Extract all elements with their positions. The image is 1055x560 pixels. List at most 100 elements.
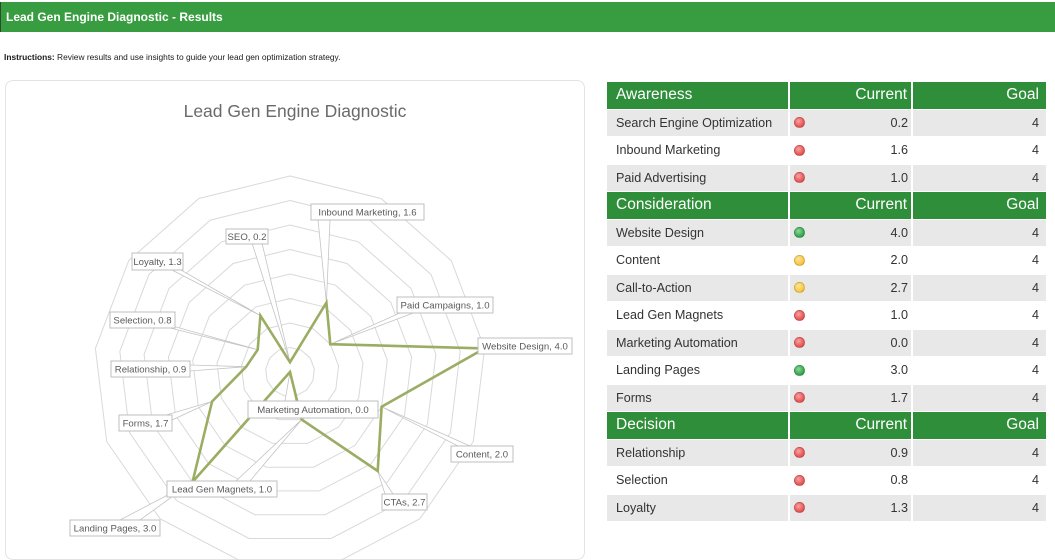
svg-text:Marketing Automation, 0.0: Marketing Automation, 0.0 [257,405,368,416]
row-label: Lead Gen Magnets [607,302,790,330]
current-value: 1.7 [890,390,908,405]
row-label: Search Engine Optimization [607,109,790,137]
leader-line [317,219,331,303]
grid-ring [240,322,340,421]
radar-grid [94,175,486,560]
svg-text:Inbound Marketing, 1.6: Inbound Marketing, 1.6 [318,208,416,219]
goal-value: 4 [913,164,1048,192]
section-header-awareness: Awareness Current Goal [607,82,1048,110]
row-label: Marketing Automation [607,329,790,357]
svg-text:Selection, 0.8: Selection, 0.8 [113,316,171,327]
section-header-decision: Decision Current Goal [607,412,1048,440]
svg-text:SEO, 0.2: SEO, 0.2 [228,232,267,243]
row-label: Relationship [607,439,790,467]
goal-value: 4 [913,329,1048,357]
section-title: Decision [607,412,790,440]
row-label: Paid Advertising [607,164,790,192]
status-dot-icon [794,144,805,156]
current-value: 0.2 [890,115,908,130]
section-title: Consideration [607,192,790,220]
data-label-landing-pages: Landing Pages, 3.0 [69,519,161,537]
goal-value: 4 [913,274,1048,302]
status-dot-icon [794,117,805,129]
data-label-paid-campaigns: Paid Campaigns, 1.0 [396,296,494,314]
row-label: Forms [607,384,790,412]
data-label-relationship: Relationship, 0.9 [110,360,191,378]
current-value: 0.9 [890,445,908,460]
current-column-header: Current [790,82,913,110]
svg-text:Lead Gen Magnets, 1.0: Lead Gen Magnets, 1.0 [172,485,272,496]
table-row: Website Design 4.0 4 [607,219,1048,247]
grid-ring [167,248,413,492]
svg-text:Relationship, 0.9: Relationship, 0.9 [115,365,186,376]
data-label-forms: Forms, 1.7 [118,414,173,432]
data-label-marketing-automation: Marketing Automation, 0.0 [247,400,379,419]
status-dot-icon [794,282,805,294]
current-value: 2.7 [890,280,908,295]
row-label: Landing Pages [607,357,790,385]
data-label-lead-gen-magnets: Lead Gen Magnets, 1.0 [166,480,278,498]
results-table: Awareness Current Goal Search Engine Opt… [607,82,1048,522]
leader-line [234,419,303,482]
status-dot-icon [794,254,805,266]
svg-text:Forms, 1.7: Forms, 1.7 [123,419,169,430]
row-label: Inbound Marketing [607,137,790,165]
data-label-selection: Selection, 0.8 [109,311,176,329]
status-dot-icon [794,364,805,376]
goal-value: 4 [913,357,1048,385]
table-row: Loyalty 1.3 4 [607,494,1048,522]
page-title: Lead Gen Engine Diagnostic - Results [6,10,223,24]
table-row: Paid Advertising 1.0 4 [607,164,1048,192]
page-header-bar: Lead Gen Engine Diagnostic - Results [0,2,1055,32]
data-label-ctas: CTAs, 2.7 [381,493,428,511]
row-label: Content [607,247,790,275]
leader-line [165,326,258,351]
status-dot-icon [794,502,805,514]
row-label: Website Design [607,219,790,247]
svg-text:CTAs, 2.7: CTAs, 2.7 [384,498,426,509]
radar-chart: SEO, 0.2 Inbound Marketing, 1.6 Paid Cam… [69,175,573,560]
svg-text:Landing Pages, 3.0: Landing Pages, 3.0 [74,524,157,535]
svg-text:Website Design, 4.0: Website Design, 4.0 [482,342,568,353]
current-value: 1.0 [890,170,908,185]
current-value: 4.0 [890,225,908,240]
current-value: 1.3 [890,500,908,515]
current-value: 3.0 [890,363,908,378]
goal-column-header: Goal [913,412,1048,440]
table-row: Call-to-Action 2.7 4 [607,274,1048,302]
table-row: Marketing Automation 0.0 4 [607,329,1048,357]
section-header-consideration: Consideration Current Goal [607,192,1048,220]
data-label-loyalty: Loyalty, 1.3 [131,252,184,271]
status-dot-icon [794,227,805,239]
current-value: 1.6 [890,143,908,158]
svg-text:Paid Campaigns, 1.0: Paid Campaigns, 1.0 [400,301,489,312]
svg-text:Content, 2.0: Content, 2.0 [456,450,508,461]
leader-line [171,269,261,316]
table-row: Relationship 0.9 4 [607,439,1048,467]
status-dot-icon [794,172,805,184]
row-label: Loyalty [607,494,790,522]
goal-value: 4 [913,467,1048,495]
instructions-text: Review results and use insights to guide… [54,52,341,62]
leader-line [377,470,394,495]
current-value: 1.0 [890,308,908,323]
leader-line [381,406,471,447]
table-row: Landing Pages 3.0 4 [607,357,1048,385]
goal-column-header: Goal [913,82,1048,110]
radar-chart-card: Lead Gen Engine Diagnostic [5,80,585,560]
table-row: Forms 1.7 4 [607,384,1048,412]
data-label-website-design: Website Design, 4.0 [477,337,573,355]
status-dot-icon [794,337,805,349]
row-label: Call-to-Action [607,274,790,302]
goal-value: 4 [913,439,1048,467]
current-value: 2.0 [890,253,908,268]
data-label-content: Content, 2.0 [450,445,514,463]
current-series-line [191,298,490,483]
current-value: 0.8 [890,473,908,488]
grid-ring [192,273,388,468]
data-labels: SEO, 0.2 Inbound Marketing, 1.6 Paid Cam… [69,203,573,537]
chart-title: Lead Gen Engine Diagnostic [183,101,407,121]
table-row: Selection 0.8 4 [607,467,1048,495]
goal-value: 4 [913,302,1048,330]
current-value: 0.0 [890,335,908,350]
